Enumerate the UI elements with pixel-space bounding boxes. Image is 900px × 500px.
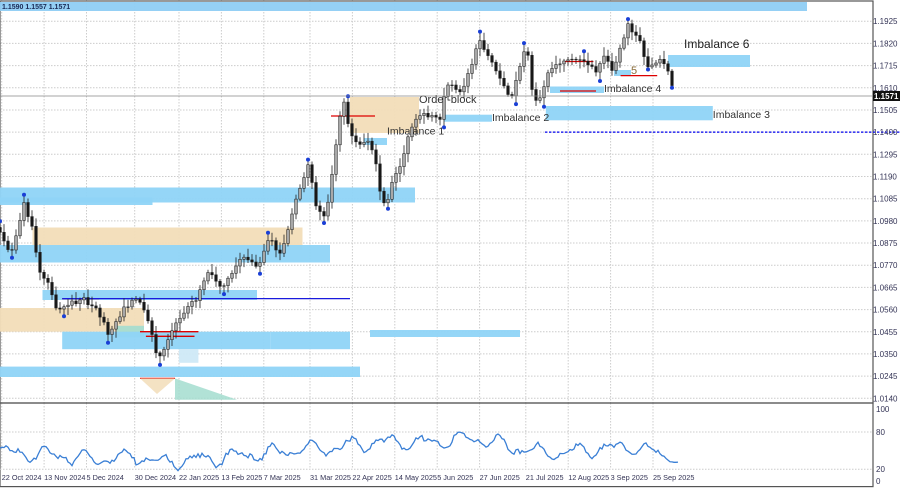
svg-text:1.1925: 1.1925: [873, 17, 898, 26]
svg-text:Imbalance 2: Imbalance 2: [492, 112, 549, 124]
svg-text:1.1085: 1.1085: [873, 195, 898, 204]
svg-text:1.0560: 1.0560: [873, 306, 898, 315]
svg-text:1.0665: 1.0665: [873, 283, 898, 292]
svg-text:1.1571: 1.1571: [874, 92, 899, 101]
svg-text:5 Dec 2024: 5 Dec 2024: [87, 473, 124, 482]
svg-text:5: 5: [631, 65, 637, 77]
svg-text:1.0350: 1.0350: [873, 350, 898, 359]
svg-text:30 Dec 2024: 30 Dec 2024: [135, 473, 176, 482]
svg-text:100: 100: [876, 405, 890, 414]
svg-text:1.0140: 1.0140: [873, 394, 898, 403]
svg-text:22 Oct 2024: 22 Oct 2024: [2, 473, 42, 482]
svg-text:20: 20: [876, 465, 885, 474]
svg-text:12 Aug 2025: 12 Aug 2025: [568, 473, 609, 482]
svg-text:7 Mar 2025: 7 Mar 2025: [264, 473, 301, 482]
svg-text:27 Jun 2025: 27 Jun 2025: [480, 473, 520, 482]
svg-text:1.1610: 1.1610: [873, 84, 898, 93]
svg-text:22 Apr 2025: 22 Apr 2025: [352, 473, 391, 482]
svg-text:5 Jun 2025: 5 Jun 2025: [437, 473, 473, 482]
svg-text:1.1715: 1.1715: [873, 62, 898, 71]
svg-text:25 Sep 2025: 25 Sep 2025: [653, 473, 694, 482]
svg-text:22 Jan 2025: 22 Jan 2025: [179, 473, 219, 482]
svg-text:1.1820: 1.1820: [873, 39, 898, 48]
svg-text:14 May 2025: 14 May 2025: [395, 473, 437, 482]
svg-text:1.0455: 1.0455: [873, 328, 898, 337]
svg-text:1.1400: 1.1400: [873, 128, 898, 137]
svg-text:13 Feb 2025: 13 Feb 2025: [221, 473, 262, 482]
svg-text:Imbalance 3: Imbalance 3: [713, 109, 770, 121]
svg-text:31 Mar 2025: 31 Mar 2025: [310, 473, 351, 482]
svg-text:1.0980: 1.0980: [873, 217, 898, 226]
svg-text:3 Sep 2025: 3 Sep 2025: [611, 473, 648, 482]
svg-text:1.0770: 1.0770: [873, 261, 898, 270]
svg-text:21 Jul 2025: 21 Jul 2025: [526, 473, 564, 482]
svg-text:80: 80: [876, 428, 885, 437]
svg-text:Imbalance 4: Imbalance 4: [604, 83, 661, 95]
svg-text:13 Nov 2024: 13 Nov 2024: [44, 473, 85, 482]
svg-text:1.1590 1.1557 1.1571: 1.1590 1.1557 1.1571: [2, 4, 70, 11]
svg-text:1.1190: 1.1190: [873, 173, 897, 182]
svg-text:1.0245: 1.0245: [873, 372, 898, 381]
svg-text:0: 0: [876, 477, 881, 486]
svg-text:1.1505: 1.1505: [873, 106, 898, 115]
svg-text:1.1295: 1.1295: [873, 150, 898, 159]
svg-text:1.0875: 1.0875: [873, 239, 898, 248]
svg-text:Imbalance 6: Imbalance 6: [684, 37, 750, 51]
